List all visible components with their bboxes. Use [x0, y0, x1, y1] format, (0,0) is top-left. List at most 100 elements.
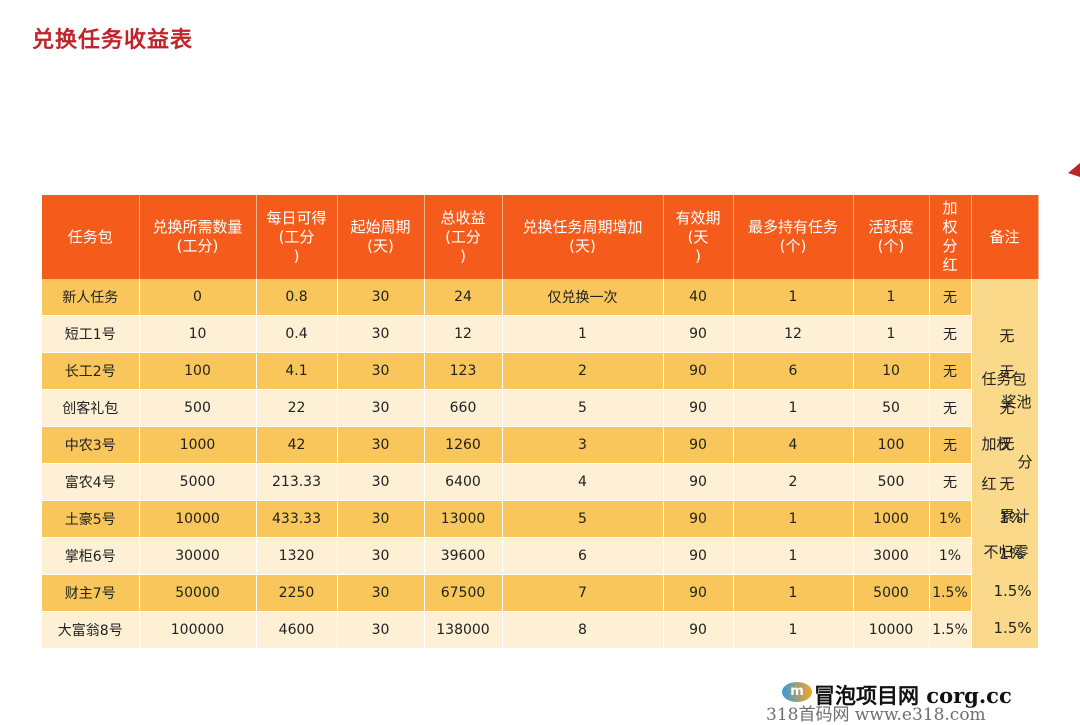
header-start-cycle: 起始周期 (天) [337, 195, 425, 279]
cell-validity: 90 [663, 463, 734, 501]
cell-activity: 500 [853, 463, 930, 501]
remark-fragment: 不归零 [983, 543, 1029, 561]
table-row: 中农3号 1000 42 30 1260 3 90 4 100 无 [42, 426, 1038, 464]
exchange-income-table: 任务包 兑换所需数量 (工分) 每日可得 (工分 ) 起始周期 (天) 总收益 … [42, 195, 1039, 649]
cell-dividend: 无 [929, 426, 972, 464]
cell-daily: 22 [256, 389, 338, 427]
cell-cycle-increase: 8 [502, 611, 664, 649]
cell-exchange-amount: 500 [139, 389, 257, 427]
cell-dividend: 1% [929, 500, 972, 538]
cell-max-tasks: 1 [733, 574, 854, 612]
cell-dividend: 1.5% [929, 574, 972, 612]
cell-total: 6400 [424, 463, 503, 501]
cell-name: 长工2号 [42, 352, 140, 390]
cell-dividend: 无 [929, 315, 972, 353]
cell-start-cycle: 30 [337, 500, 425, 538]
header-max-tasks: 最多持有任务 (个) [733, 195, 854, 279]
cell-cycle-increase: 1 [502, 315, 664, 353]
remark-fragment: 1.5% [993, 619, 1032, 637]
cell-name: 财主7号 [42, 574, 140, 612]
cell-activity: 3000 [853, 537, 930, 575]
cell-total: 138000 [424, 611, 503, 649]
cell-start-cycle: 30 [337, 463, 425, 501]
cell-exchange-amount: 100 [139, 352, 257, 390]
cell-exchange-amount: 1000 [139, 426, 257, 464]
cell-cycle-increase: 5 [502, 389, 664, 427]
cell-max-tasks: 1 [733, 279, 854, 316]
corner-triangle-mark [1068, 163, 1080, 177]
cell-dividend: 无 [929, 389, 972, 427]
cell-cycle-increase: 仅兑换一次 [502, 279, 664, 316]
remark-fragment: 无 [999, 435, 1015, 453]
cell-dividend: 无 [929, 352, 972, 390]
remark-fragment: 1.5% [993, 582, 1032, 600]
cell-daily: 433.33 [256, 500, 338, 538]
table-row: 掌柜6号 30000 1320 30 39600 6 90 1 3000 1% [42, 537, 1038, 575]
cell-name: 土豪5号 [42, 500, 140, 538]
cell-activity: 5000 [853, 574, 930, 612]
remark-fragment: 无 [999, 327, 1015, 345]
cell-start-cycle: 30 [337, 279, 425, 316]
cell-total: 660 [424, 389, 503, 427]
cell-name: 大富翁8号 [42, 611, 140, 649]
cell-daily: 0.8 [256, 279, 338, 316]
cell-validity: 90 [663, 574, 734, 612]
cell-cycle-increase: 7 [502, 574, 664, 612]
cell-start-cycle: 30 [337, 426, 425, 464]
cell-exchange-amount: 10000 [139, 500, 257, 538]
remark-fragment: 1% [999, 545, 1024, 563]
cell-daily: 0.4 [256, 315, 338, 353]
watermark-logo-icon: m [782, 682, 812, 702]
cell-max-tasks: 1 [733, 611, 854, 649]
cell-daily: 4.1 [256, 352, 338, 390]
remark-fragment: 1% [999, 509, 1024, 527]
remark-fragment: 无 [999, 399, 1015, 417]
header-total-income: 总收益 (工分 ) [424, 195, 503, 279]
cell-max-tasks: 4 [733, 426, 854, 464]
cell-dividend: 无 [929, 279, 972, 316]
cell-validity: 40 [663, 279, 734, 316]
table-row: 创客礼包 500 22 30 660 5 90 1 50 无 [42, 389, 1038, 427]
cell-daily: 4600 [256, 611, 338, 649]
cell-start-cycle: 30 [337, 611, 425, 649]
cell-activity: 1 [853, 279, 930, 316]
header-activity: 活跃度 (个) [853, 195, 930, 279]
cell-max-tasks: 1 [733, 500, 854, 538]
cell-total: 13000 [424, 500, 503, 538]
cell-daily: 42 [256, 426, 338, 464]
watermark-line2: 318首码网 www.e318.com [766, 705, 986, 725]
header-cycle-increase: 兑换任务周期增加 (天) [502, 195, 664, 279]
table-row: 富农4号 5000 213.33 30 6400 4 90 2 500 无 [42, 463, 1038, 501]
cell-cycle-increase: 4 [502, 463, 664, 501]
cell-activity: 10000 [853, 611, 930, 649]
table-header-row: 任务包 兑换所需数量 (工分) 每日可得 (工分 ) 起始周期 (天) 总收益 … [42, 195, 1039, 279]
cell-cycle-increase: 3 [502, 426, 664, 464]
table-row: 大富翁8号 100000 4600 30 138000 8 90 1 10000 1.5% [42, 611, 1038, 649]
cell-activity: 1000 [853, 500, 930, 538]
cell-name: 中农3号 [42, 426, 140, 464]
remark-fragment: 分 [1017, 453, 1033, 471]
watermark: m 冒泡项目网 corg.cc 318首码网 www.e318.com [760, 678, 1080, 725]
remark-fragment: 无 [999, 475, 1015, 493]
watermark-line1: 冒泡项目网 corg.cc [814, 683, 1012, 708]
cell-exchange-amount: 100000 [139, 611, 257, 649]
header-daily-earnings: 每日可得 (工分 ) [256, 195, 338, 279]
cell-validity: 90 [663, 426, 734, 464]
cell-total: 123 [424, 352, 503, 390]
table-row: 长工2号 100 4.1 30 123 2 90 6 10 无 [42, 352, 1038, 390]
cell-exchange-amount: 10 [139, 315, 257, 353]
cell-start-cycle: 30 [337, 389, 425, 427]
cell-max-tasks: 1 [733, 389, 854, 427]
page-title: 兑换任务收益表 [32, 28, 194, 53]
cell-dividend: 1.5% [929, 611, 972, 649]
cell-dividend: 无 [929, 463, 972, 501]
remark-fragment: 任务包 [981, 370, 1027, 388]
cell-max-tasks: 12 [733, 315, 854, 353]
header-weighted-dividend: 加 权 分 红 [929, 195, 972, 279]
cell-activity: 50 [853, 389, 930, 427]
header-task-package: 任务包 [42, 195, 140, 279]
remark-fragment: 无 [999, 363, 1015, 381]
cell-name: 新人任务 [42, 279, 140, 316]
cell-cycle-increase: 2 [502, 352, 664, 390]
cell-total: 39600 [424, 537, 503, 575]
